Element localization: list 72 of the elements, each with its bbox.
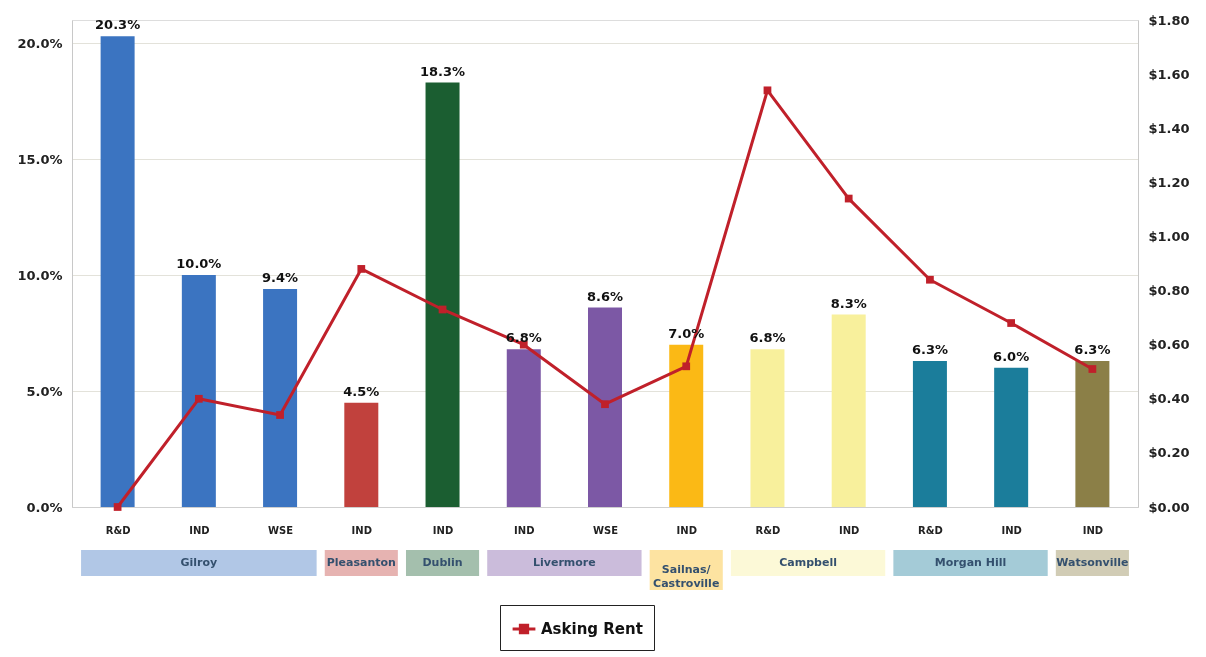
text: Morgan Hill	[934, 556, 1007, 569]
text: Gilroy	[180, 556, 218, 569]
bar	[1075, 360, 1110, 507]
y-tick-label: 0.0%	[26, 499, 63, 515]
legend-label: Asking Rent	[541, 620, 643, 638]
data-label: 20.3%	[95, 17, 141, 33]
y2-tick-label: $1.60	[1148, 66, 1190, 82]
x-tick-label: IND	[189, 524, 210, 536]
data-label: 10.0%	[176, 256, 222, 272]
text: Livermore	[533, 556, 596, 569]
text: Pleasanton	[326, 556, 396, 569]
point	[601, 400, 609, 409]
text: Dublin	[422, 556, 463, 569]
y2-tick-label: $0.60	[1148, 337, 1190, 353]
y2-tick-label: $0.20	[1148, 445, 1190, 461]
bar	[263, 289, 298, 507]
data-label: 9.4%	[262, 270, 299, 286]
y2-tick-label: $1.00	[1148, 228, 1190, 244]
bar	[588, 307, 622, 507]
y2-tick-label: $0.00	[1148, 499, 1190, 515]
x-tick-label: IND	[1082, 524, 1104, 536]
point	[276, 411, 284, 419]
bar	[181, 275, 216, 507]
y-tick-label: 20.0%	[17, 35, 63, 51]
y2-tick-label: $0.40	[1148, 391, 1190, 407]
y-tick-label: 10.0%	[17, 267, 63, 283]
data-label: 6.0%	[993, 348, 1030, 364]
data-label: 8.6%	[586, 288, 624, 304]
data-label: 18.3%	[419, 63, 466, 79]
x-tick-label: R&D	[105, 524, 131, 536]
point	[926, 275, 934, 284]
y-tick-label: 5.0%	[26, 383, 63, 399]
point	[113, 503, 122, 511]
x-tick-label: IND	[514, 524, 535, 536]
x-tick-label: IND	[676, 524, 697, 536]
bar	[831, 314, 866, 507]
y2-tick-label: $1.20	[1148, 174, 1190, 190]
x-tick-label: IND	[432, 524, 454, 536]
text: Campbell	[779, 556, 837, 569]
x-tick-label: WSE	[268, 524, 294, 536]
y2-tick-label: $0.80	[1148, 283, 1190, 299]
bar	[912, 360, 947, 507]
x-tick-label: IND	[839, 524, 860, 536]
x-tick-label: IND	[1001, 524, 1022, 536]
x-tick-label: R&D	[755, 524, 781, 536]
bar	[100, 36, 135, 507]
text: Sailnas/ Castroville	[653, 563, 720, 590]
point	[682, 362, 691, 371]
data-label: 6.8%	[749, 330, 786, 346]
point	[1007, 319, 1016, 327]
y2-tick-label: $1.40	[1148, 120, 1190, 136]
bar	[994, 367, 1029, 507]
data-label: 8.3%	[830, 295, 867, 311]
data-label: 4.5%	[343, 383, 380, 399]
point	[844, 194, 853, 203]
bar	[750, 349, 785, 507]
x-tick-label: IND	[351, 524, 372, 536]
y2-tick-label: $1.80	[1148, 12, 1190, 28]
bar	[506, 349, 541, 507]
point	[1088, 365, 1097, 373]
data-label: 6.3%	[1074, 341, 1111, 357]
x-tick-label: WSE	[592, 524, 619, 536]
point	[194, 394, 203, 403]
y-tick-label: 15.0%	[17, 151, 63, 167]
point	[763, 86, 772, 95]
bar	[344, 402, 379, 507]
x-tick-label: R&D	[918, 524, 943, 536]
bar	[669, 344, 704, 507]
text: Watsonville	[1056, 556, 1129, 569]
bar	[425, 82, 460, 507]
point	[357, 265, 366, 273]
data-label: 6.3%	[911, 341, 948, 357]
